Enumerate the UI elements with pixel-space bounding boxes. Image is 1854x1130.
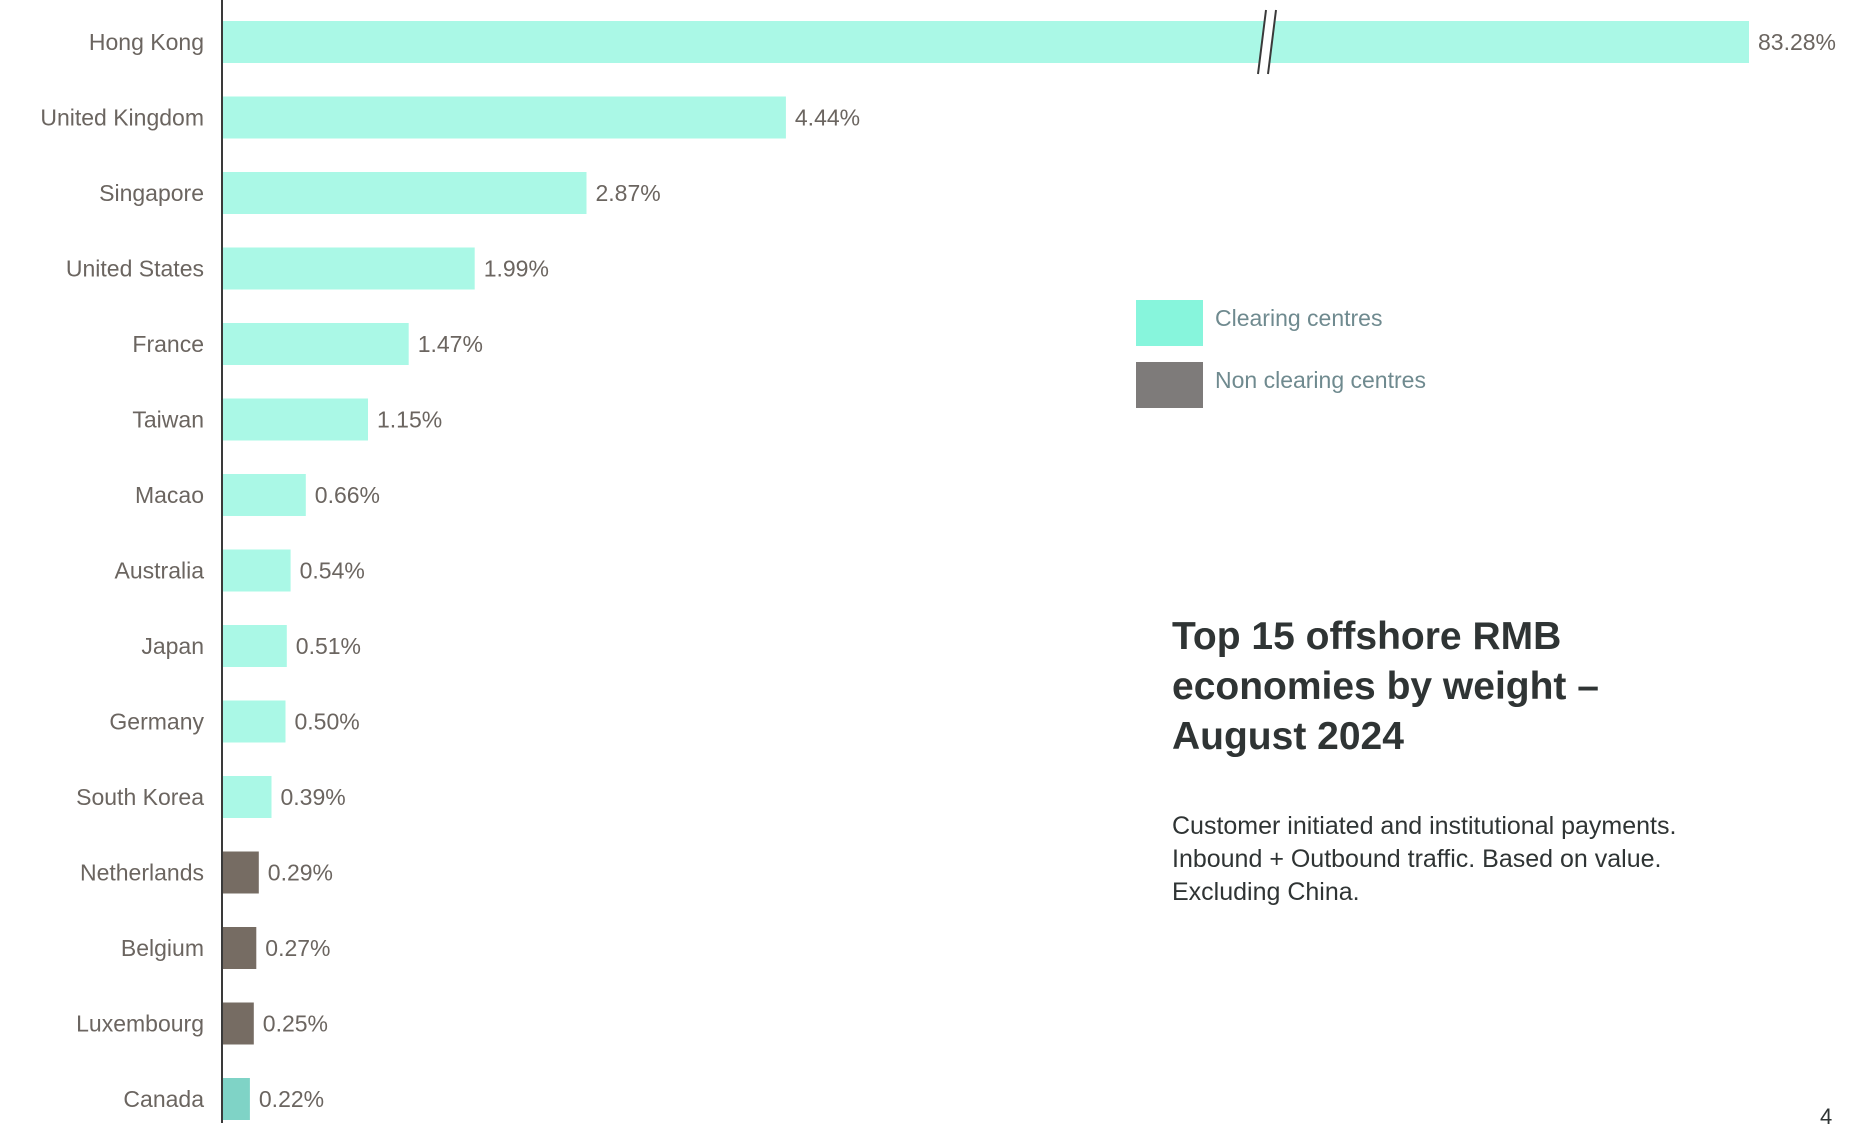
bar-canada [222, 1078, 250, 1120]
bar-south-korea [222, 776, 272, 818]
value-label: 0.29% [268, 860, 333, 886]
bar-germany [222, 700, 286, 743]
category-label: Singapore [99, 180, 204, 206]
value-label: 0.66% [315, 482, 380, 508]
category-label: Belgium [121, 935, 204, 961]
value-label: 4.44% [795, 105, 860, 131]
category-label: Australia [115, 558, 205, 584]
bar-taiwan [222, 398, 368, 441]
bar-united-states [222, 247, 475, 290]
category-label: United Kingdom [40, 105, 204, 131]
value-label: 1.47% [418, 331, 483, 357]
value-label: 0.25% [263, 1011, 328, 1037]
legend-label-non-clearing: Non clearing centres [1215, 367, 1426, 393]
category-label: Taiwan [132, 407, 204, 433]
bar-macao [222, 474, 306, 516]
bar-hong-kong [222, 21, 1749, 63]
value-label: 0.51% [296, 633, 361, 659]
value-label: 0.22% [259, 1086, 324, 1112]
value-label: 0.50% [295, 709, 360, 735]
bar-singapore [222, 172, 587, 214]
category-label: Japan [141, 633, 204, 659]
value-label: 0.27% [265, 935, 330, 961]
category-label: Netherlands [80, 860, 204, 886]
axis-break-mark [1257, 9, 1277, 75]
value-label: 1.99% [484, 256, 549, 282]
value-label: 1.15% [377, 407, 442, 433]
legend-swatch-clearing [1136, 300, 1203, 346]
category-label: South Korea [76, 784, 204, 810]
category-label: United States [66, 256, 204, 282]
value-label: 2.87% [596, 180, 661, 206]
category-label: Luxembourg [76, 1011, 204, 1037]
chart-subtitle: Customer initiated and institutional pay… [1172, 812, 1677, 906]
value-label: 0.39% [281, 784, 346, 810]
bar-france [222, 323, 409, 365]
value-label: 83.28% [1758, 29, 1836, 55]
chart-title: Top 15 offshore RMB economies by weight … [1172, 615, 1599, 758]
page-number: 4 [1820, 1104, 1833, 1129]
category-label: Macao [135, 482, 204, 508]
category-label: Hong Kong [89, 29, 204, 55]
bar-luxembourg [222, 1002, 254, 1045]
bar-japan [222, 625, 287, 667]
bar-belgium [222, 927, 257, 969]
bar-netherlands [222, 851, 259, 894]
bar-united-kingdom [222, 96, 786, 139]
legend-swatch-non-clearing [1136, 362, 1203, 408]
labels-layer: Hong Kong 83.28% United Kingdom 4.44% Singap… [40, 29, 1836, 1112]
category-label: Canada [123, 1086, 204, 1112]
category-label: Germany [109, 709, 204, 735]
bar-australia [222, 549, 291, 592]
category-label: France [132, 331, 204, 357]
value-label: 0.54% [300, 558, 365, 584]
bars-layer [222, 9, 1749, 1120]
chart-description-panel: Top 15 offshore RMB economies by weight … [1172, 612, 1732, 909]
legend-label-clearing: Clearing centres [1215, 305, 1382, 331]
legend: Clearing centres Non clearing centres [1136, 300, 1426, 408]
